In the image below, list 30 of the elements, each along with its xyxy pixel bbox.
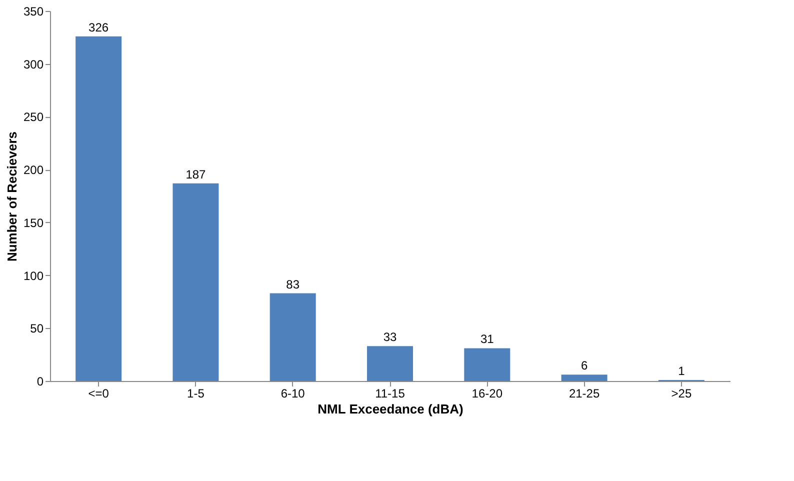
y-tick-label: 0: [36, 374, 44, 388]
y-tick-label: 300: [23, 57, 44, 72]
x-tick-label: 16-20: [472, 386, 503, 400]
y-tick-label: 50: [30, 322, 44, 336]
x-tick-label: 1-5: [187, 386, 205, 400]
y-tick-label: 100: [23, 268, 44, 283]
bar: [561, 374, 608, 381]
x-axis-title: NML Exceedance (dBA): [318, 402, 464, 416]
y-axis-title: Number of Recievers: [4, 131, 20, 262]
data-label: 6: [580, 358, 588, 373]
y-tick-label: 150: [23, 216, 44, 230]
x-tick-label: 11-15: [375, 386, 406, 400]
bar: [172, 183, 219, 381]
bar: [270, 293, 316, 381]
x-tick-label: 21-25: [568, 386, 600, 400]
data-label: 187: [186, 167, 206, 182]
data-label: 33: [383, 330, 397, 344]
data-label: 1: [678, 364, 686, 378]
data-label: 31: [480, 332, 494, 346]
x-tick-label: >25: [671, 386, 692, 400]
y-tick-label: 250: [23, 110, 44, 124]
bar: [464, 348, 510, 381]
bar: [76, 36, 122, 381]
y-tick-label: 350: [23, 4, 44, 18]
data-label: 326: [88, 20, 109, 34]
x-tick-label: <=0: [88, 386, 110, 400]
bar: [367, 346, 413, 381]
x-tick-label: 6-10: [280, 386, 306, 400]
data-label: 83: [286, 277, 300, 292]
y-tick-label: 200: [23, 163, 44, 178]
